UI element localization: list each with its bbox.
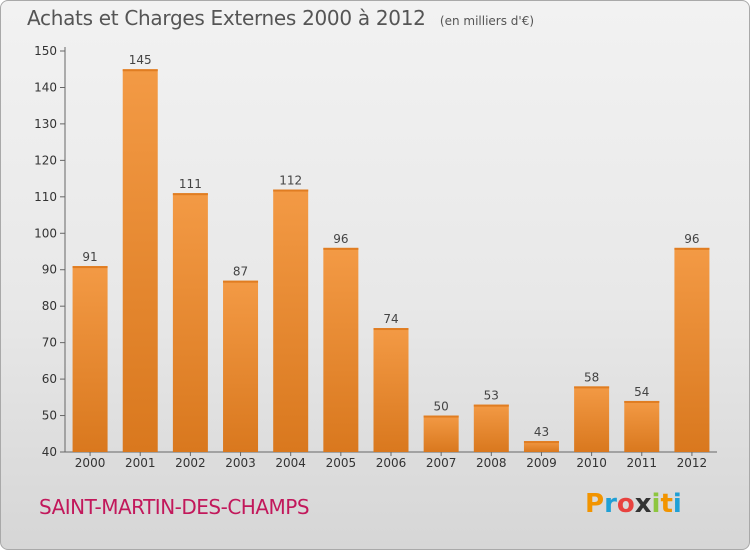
chart-title: Achats et Charges Externes 2000 à 2012 (… [27, 6, 534, 30]
logo-letter: o [616, 489, 635, 519]
bar-2009 [523, 441, 559, 452]
x-tick-label-2002: 2002 [175, 456, 206, 470]
y-tick-label: 80 [42, 299, 57, 313]
bar-2012 [674, 247, 710, 452]
data-label-2010: 58 [584, 370, 599, 384]
y-tick-label: 70 [42, 336, 57, 350]
commune-name: SAINT-MARTIN-DES-CHAMPS [39, 495, 310, 519]
bar-top-edge [473, 404, 509, 407]
x-tick-label-2003: 2003 [225, 456, 256, 470]
data-label-2000: 91 [82, 250, 97, 264]
bar-2011 [624, 400, 660, 452]
y-tick-label: 140 [34, 80, 57, 94]
y-tick-label: 130 [34, 117, 57, 131]
y-tick-label: 110 [34, 190, 57, 204]
bar-2007 [423, 415, 459, 452]
x-tick-label-2012: 2012 [677, 456, 708, 470]
x-tick-label-2005: 2005 [326, 456, 357, 470]
bar-top-edge [674, 247, 710, 250]
y-tick-label: 100 [34, 226, 57, 240]
bar-top-edge [323, 247, 359, 250]
logo-letter: P [585, 489, 605, 519]
data-label-2009: 43 [534, 425, 549, 439]
bar-top-edge [624, 400, 660, 403]
data-label-2011: 54 [634, 385, 649, 399]
bar-top-edge [523, 441, 559, 444]
x-tick-label-2004: 2004 [275, 456, 306, 470]
bar-2001 [122, 69, 158, 453]
bar-2010 [574, 386, 610, 452]
y-tick-label: 50 [42, 409, 57, 423]
logo-letter: x [634, 489, 652, 519]
logo-letter: t [660, 489, 673, 519]
x-tick-label-2007: 2007 [426, 456, 457, 470]
bar-2008 [473, 404, 509, 452]
x-tick-label-2001: 2001 [125, 456, 156, 470]
bar-top-edge [223, 280, 259, 283]
logo-letter: i [651, 489, 661, 519]
bar-top-edge [172, 193, 208, 196]
bar-top-edge [574, 386, 610, 389]
data-label-2005: 96 [333, 232, 348, 246]
chart-unit: (en milliers d'€) [439, 14, 535, 28]
bar-2004 [273, 189, 309, 452]
x-tick-label-2006: 2006 [376, 456, 407, 470]
bar-top-edge [72, 266, 108, 269]
y-tick-label: 150 [34, 44, 57, 58]
x-tick-label-2000: 2000 [75, 456, 106, 470]
x-tick-label-2009: 2009 [526, 456, 557, 470]
x-tick-label-2011: 2011 [626, 456, 657, 470]
data-label-2003: 87 [233, 265, 248, 279]
bar-top-edge [423, 415, 459, 418]
bar-top-edge [373, 328, 409, 331]
x-tick-label-2010: 2010 [576, 456, 607, 470]
data-label-2012: 96 [684, 232, 699, 246]
data-label-2007: 50 [434, 400, 449, 414]
data-label-2001: 145 [129, 53, 152, 67]
bar-top-edge [273, 189, 309, 192]
x-tick-label-2008: 2008 [476, 456, 507, 470]
y-tick-label: 120 [34, 153, 57, 167]
bar-2002 [172, 193, 208, 452]
bar-2003 [223, 280, 259, 452]
chart-title-text: Achats et Charges Externes 2000 à 2012 [27, 6, 426, 30]
data-label-2002: 111 [179, 177, 202, 191]
bar-2000 [72, 266, 108, 452]
logo-letter: r [604, 489, 617, 519]
y-tick-label: 40 [42, 445, 57, 459]
bar-2005 [323, 247, 359, 452]
data-label-2004: 112 [279, 174, 302, 188]
logo-letter: i [672, 489, 682, 519]
proxiti-logo[interactable]: Proxiti [585, 489, 682, 519]
data-label-2006: 74 [383, 312, 398, 326]
bar-top-edge [122, 69, 158, 72]
y-tick-label: 60 [42, 372, 57, 386]
bar-2006 [373, 328, 409, 452]
y-tick-label: 90 [42, 263, 57, 277]
data-label-2008: 53 [484, 389, 499, 403]
